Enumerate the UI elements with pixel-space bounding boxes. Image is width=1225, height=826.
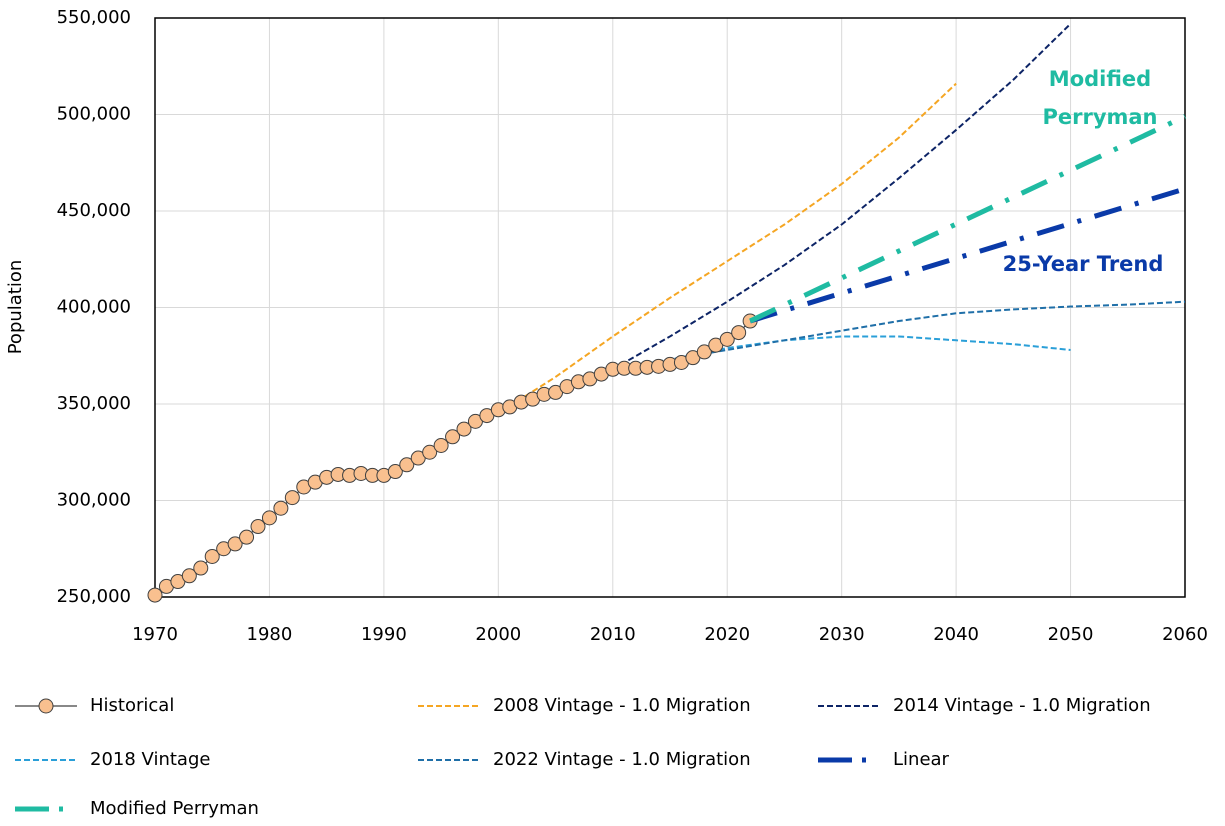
data-point [387, 464, 403, 480]
data-point [204, 548, 220, 564]
data-point [399, 457, 415, 473]
legend-label: Linear [893, 749, 950, 770]
legend-label: Historical [90, 695, 174, 716]
plot-frame [154, 17, 1186, 598]
data-point [456, 421, 472, 437]
data-point [719, 331, 735, 347]
data-point [193, 560, 209, 576]
series-line [749, 114, 1187, 324]
data-point [147, 587, 163, 603]
y-tick-label: 250,000 [57, 586, 131, 607]
x-tick-label: 2000 [475, 624, 521, 645]
x-tick-label: 2030 [819, 624, 865, 645]
series-line [612, 23, 1072, 371]
data-point [261, 510, 277, 526]
x-tick-label: 2020 [704, 624, 750, 645]
legend-label: Modified Perryman [90, 798, 259, 819]
x-tick-label: 2010 [590, 624, 636, 645]
legend-marker [38, 698, 54, 714]
y-tick-label: 500,000 [57, 104, 131, 125]
y-tick-label: 350,000 [57, 393, 131, 414]
data-point [696, 344, 712, 360]
legend-label: 2022 Vintage - 1.0 Migration [493, 749, 751, 770]
series-line [612, 300, 1186, 371]
x-tick-label: 1980 [247, 624, 293, 645]
legend-label: 2018 Vintage [90, 749, 210, 770]
y-tick-label: 450,000 [57, 200, 131, 221]
x-tick-label: 2050 [1048, 624, 1094, 645]
data-point [273, 500, 289, 516]
data-point [433, 437, 449, 453]
data-point [227, 536, 243, 552]
annotation: Perryman [1042, 105, 1157, 129]
data-point [422, 444, 438, 460]
x-tick-label: 1990 [361, 624, 407, 645]
x-tick-label: 2060 [1162, 624, 1208, 645]
y-axis-label: Population [5, 260, 26, 355]
x-tick-label: 2040 [933, 624, 979, 645]
series-line [749, 186, 1186, 324]
legend-label: 2008 Vintage - 1.0 Migration [493, 695, 751, 716]
data-point [445, 429, 461, 445]
annotation: 25-Year Trend [1003, 252, 1164, 276]
data-point [239, 529, 255, 545]
series-line [509, 82, 957, 407]
legend-label: 2014 Vintage - 1.0 Migration [893, 695, 1151, 716]
y-tick-label: 550,000 [57, 7, 131, 28]
data-point [250, 519, 266, 535]
data-point [181, 568, 197, 584]
data-point [284, 490, 300, 506]
y-tick-label: 300,000 [57, 490, 131, 511]
annotation: Modified [1049, 67, 1151, 91]
y-tick-label: 400,000 [57, 297, 131, 318]
data-point [731, 325, 747, 341]
x-tick-label: 1970 [132, 624, 178, 645]
